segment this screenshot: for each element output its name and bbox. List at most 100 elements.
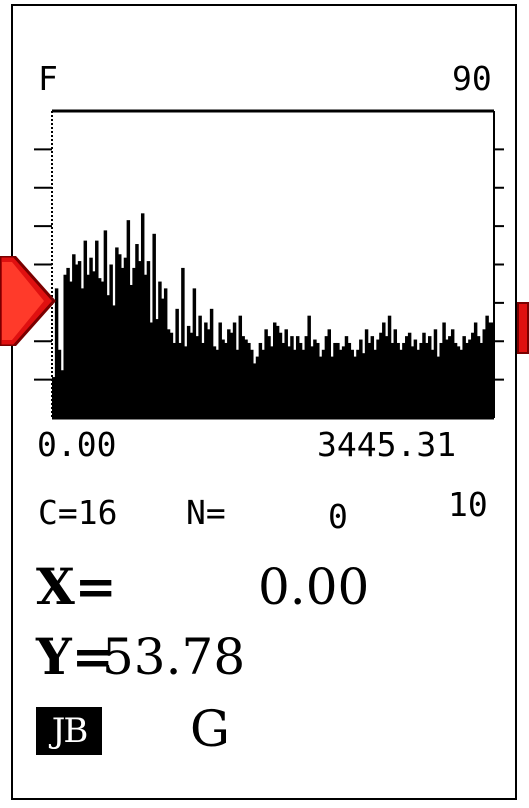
- spectrum-bar: [304, 336, 309, 418]
- left-arrow-icon[interactable]: [0, 256, 56, 346]
- spectrum-bar: [247, 342, 251, 418]
- spectrum-bar: [316, 342, 320, 418]
- spectrum-bar: [221, 339, 225, 418]
- spectrum-bar: [218, 322, 222, 418]
- spectrum-bar: [422, 332, 426, 418]
- spectrum-bar: [462, 336, 466, 418]
- spectrum-bar: [155, 319, 159, 418]
- spectrum-bar: [382, 322, 386, 418]
- spectrum-bar: [241, 336, 245, 418]
- spectrum-bar: [310, 346, 314, 418]
- spectrum-bar: [356, 349, 360, 418]
- spectrum-bar: [74, 264, 79, 418]
- spectrum-bar: [399, 349, 403, 418]
- right-arrow-icon[interactable]: [517, 302, 529, 354]
- spectrum-bar: [427, 336, 432, 418]
- spectrum-bar: [301, 349, 306, 418]
- spectrum-bar: [215, 349, 220, 418]
- spectrum-bar: [77, 261, 82, 418]
- spectrum-bar: [313, 339, 317, 418]
- spectrum-bar: [92, 271, 96, 418]
- spectrum-bar: [341, 346, 346, 418]
- spectrum-bar: [479, 342, 484, 418]
- spectrum-bar: [244, 339, 248, 418]
- spectrum-bar: [290, 336, 294, 418]
- spectrum-bar: [69, 281, 73, 418]
- spectrum-bar: [390, 342, 395, 418]
- x-end-label: 3445.31: [317, 425, 457, 464]
- spectrum-bar: [353, 356, 357, 418]
- spectrum-bar: [468, 339, 472, 418]
- spectrum-bar: [178, 342, 182, 418]
- spectrum-bar: [60, 370, 65, 418]
- spectrum-bar: [442, 322, 446, 418]
- spectrum-bar: [267, 336, 271, 418]
- spectrum-bar: [229, 332, 234, 418]
- channel-label: F: [38, 59, 58, 98]
- spectrum-bar: [347, 342, 352, 418]
- spectrum-bar: [181, 267, 185, 418]
- spectrum-bar: [120, 267, 125, 418]
- spectrum-bar: [112, 305, 116, 418]
- spectrum-bar: [339, 349, 343, 418]
- spectrum-bar: [118, 254, 122, 418]
- spectrum-bar: [370, 336, 375, 418]
- spectrum-bar: [459, 349, 464, 418]
- spectrum-bar: [115, 247, 119, 418]
- spectrum-bar: [318, 356, 323, 418]
- spectrum-bar: [491, 322, 495, 418]
- spectrum-bar: [439, 342, 443, 418]
- jb-mode-badge[interactable]: JB: [36, 707, 102, 755]
- spectrum-bar: [95, 240, 99, 418]
- spectrum-bar: [152, 233, 156, 418]
- spectrum-bar: [166, 329, 171, 418]
- spectrum-bar: [333, 342, 337, 418]
- spectrum-bar: [425, 342, 429, 418]
- spectrum-bar: [445, 339, 449, 418]
- spectrum-bar: [66, 267, 70, 418]
- spectrum-bar: [488, 322, 492, 418]
- spectrum-bar: [54, 288, 59, 418]
- spectrum-bar: [132, 267, 136, 418]
- spectrum-bar: [384, 336, 389, 418]
- spectrum-bar: [83, 240, 88, 418]
- spectrum-bar: [396, 342, 400, 418]
- spectrum-bar: [175, 308, 179, 418]
- spectrum-bar: [80, 288, 85, 418]
- spectrum-bar: [86, 274, 90, 418]
- spectrum-bar: [140, 213, 145, 418]
- spectrum-bar: [284, 329, 288, 418]
- spectrum-bar: [235, 349, 240, 418]
- spectrum-bar: [189, 332, 194, 418]
- spectrum-bar: [281, 342, 286, 418]
- spectrum-bar: [436, 356, 441, 418]
- spectrum-bar: [330, 356, 334, 418]
- spectrum-bar: [405, 336, 409, 418]
- spectrum-bar: [278, 332, 283, 418]
- spectrum-bar: [63, 274, 67, 418]
- spectrum-bar: [321, 349, 326, 418]
- spectrum-bar: [169, 332, 174, 418]
- spectrum-bar: [430, 349, 435, 418]
- spectrum-bar: [72, 254, 76, 418]
- spectrum-bar: [212, 346, 217, 418]
- spectrum-bar: [364, 329, 369, 418]
- spectrum-bar: [387, 315, 392, 418]
- x-cursor-value: 0.00: [258, 558, 370, 616]
- spectrum-bar: [100, 281, 105, 418]
- spectrum-bar: [206, 329, 211, 418]
- spectrum-bar: [448, 336, 452, 418]
- spectrum-bar: [270, 346, 274, 418]
- spectrum-bar: [146, 261, 151, 418]
- spectrum-bar: [407, 332, 412, 418]
- spectrum-bar: [161, 298, 165, 418]
- spectrum-bar: [163, 288, 168, 418]
- g-mode-label[interactable]: G: [190, 700, 230, 758]
- spectrum-bar: [295, 336, 300, 418]
- spectrum-bar: [252, 363, 257, 418]
- y-cursor-value: 53.78: [102, 628, 246, 686]
- spectrum-bar: [402, 342, 406, 418]
- spectrum-bar: [198, 315, 202, 418]
- spectrum-bar: [255, 356, 260, 418]
